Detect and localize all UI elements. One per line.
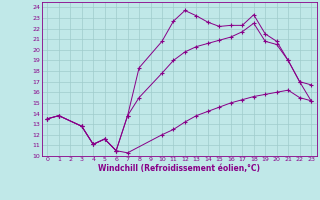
X-axis label: Windchill (Refroidissement éolien,°C): Windchill (Refroidissement éolien,°C) [98, 164, 260, 173]
